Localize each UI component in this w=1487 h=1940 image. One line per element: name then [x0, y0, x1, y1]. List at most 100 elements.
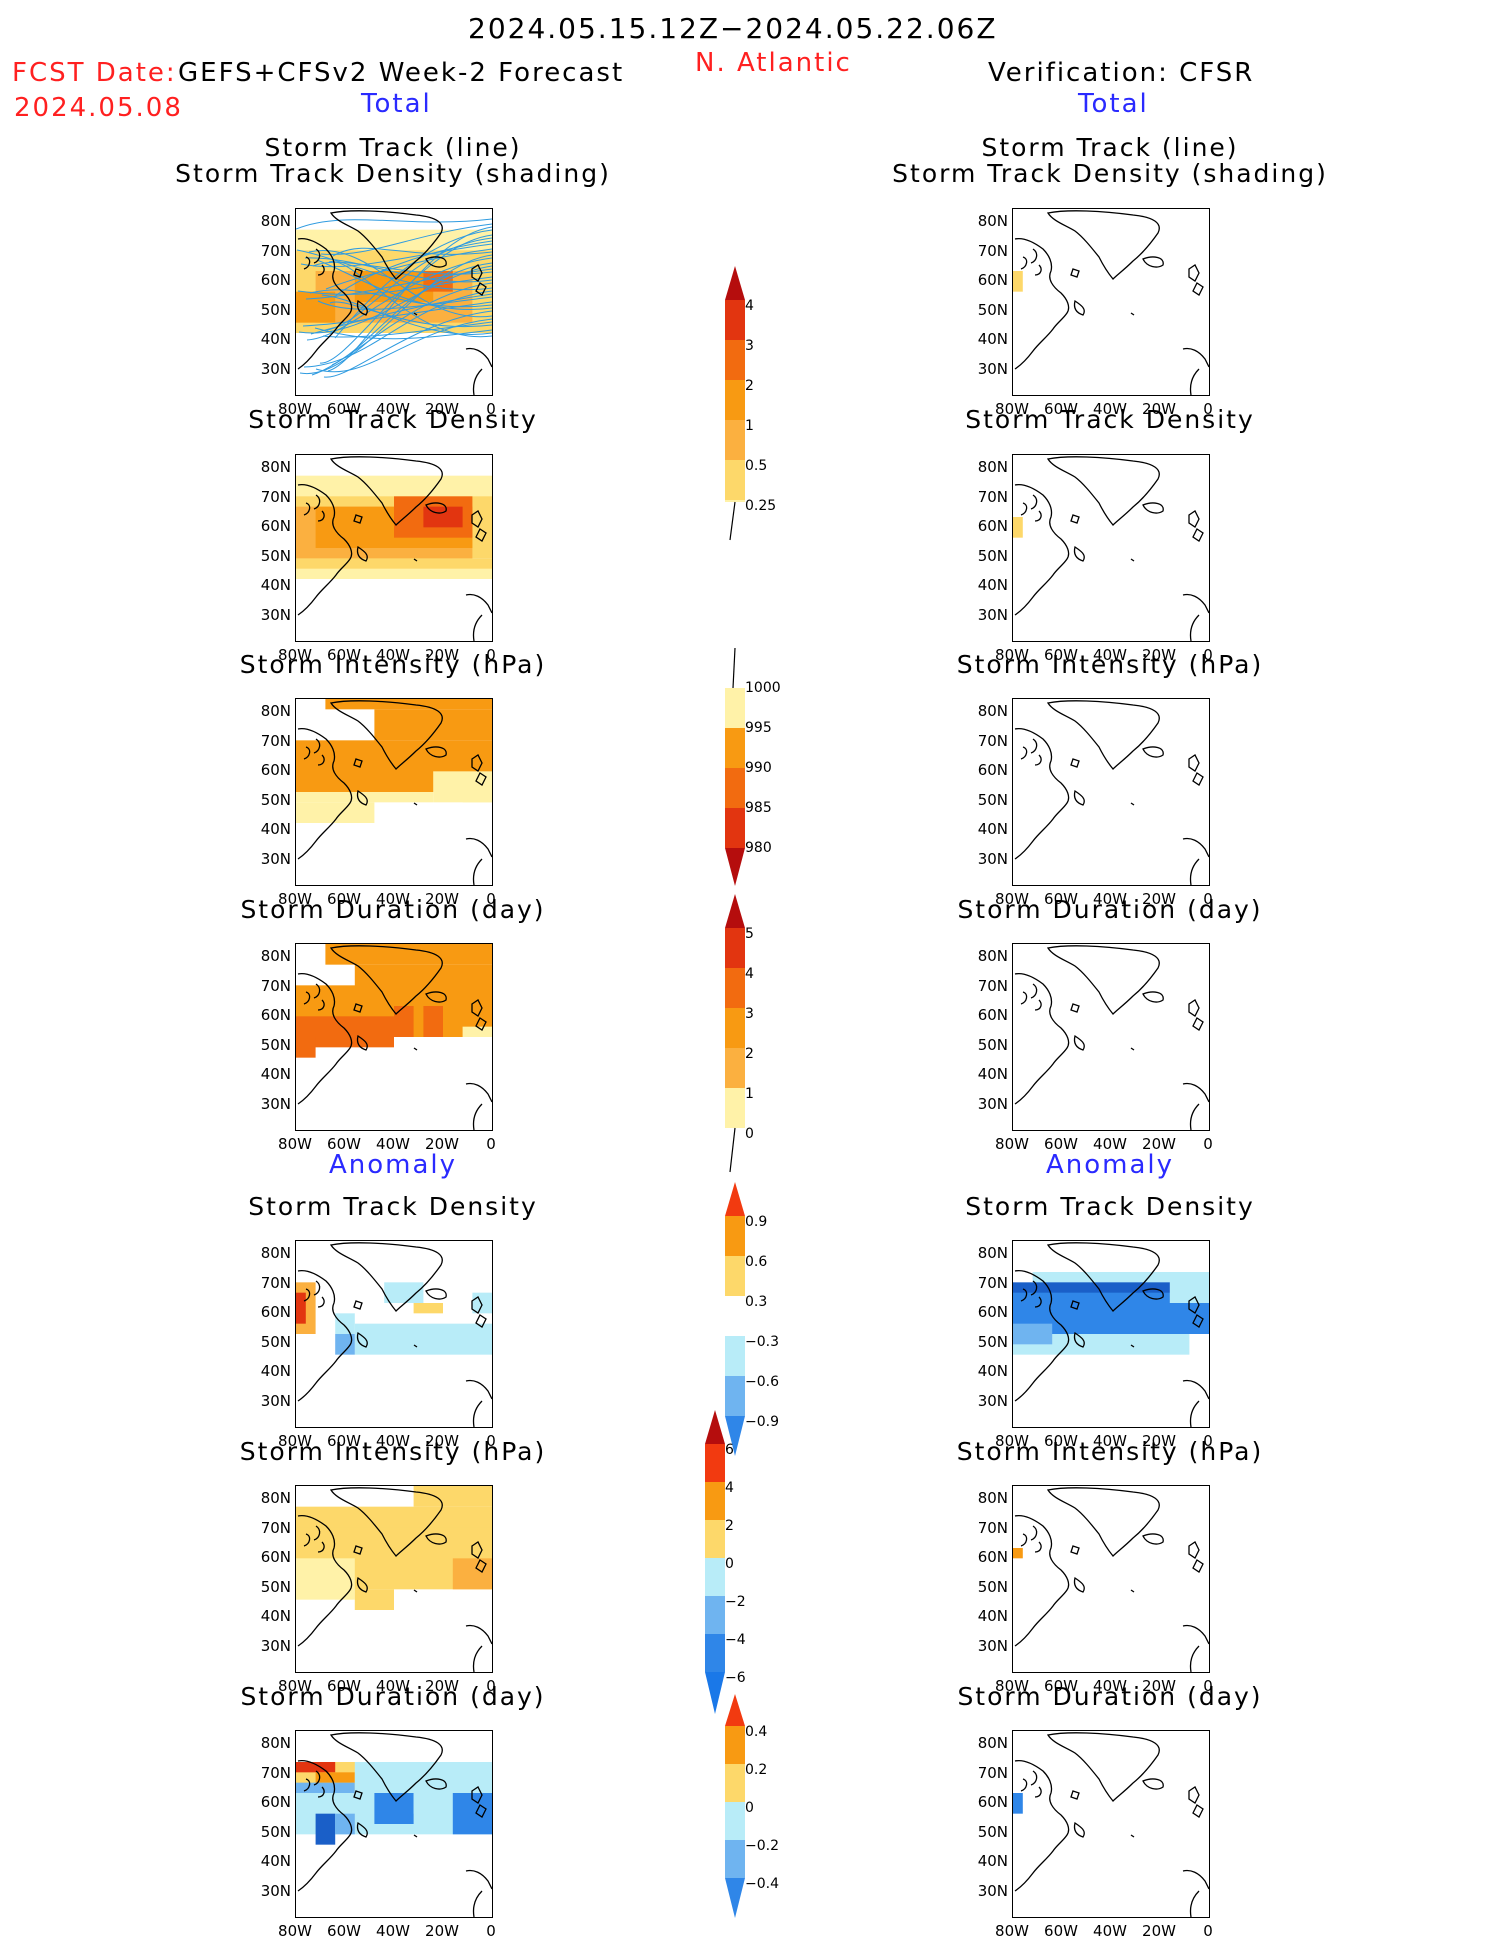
- lat-tick-label: 50N: [977, 546, 1008, 565]
- coastline: [297, 210, 492, 395]
- lat-tick-label: 60N: [260, 1303, 291, 1321]
- map-panel-R1: [1012, 454, 1210, 642]
- lat-tick-label: 60N: [260, 1548, 291, 1566]
- lat-tick-label: 50N: [260, 1332, 291, 1351]
- lat-tick-label: 70N: [260, 1763, 291, 1782]
- lat-tick-label: 50N: [977, 1332, 1008, 1351]
- lat-tick-label: 30N: [977, 1881, 1008, 1900]
- lat-tick-label: 40N: [977, 330, 1008, 348]
- lat-tick-label: 60N: [260, 1793, 291, 1811]
- fcst-date-label: FCST Date:: [12, 58, 177, 88]
- lon-tick-label: 80W: [278, 1677, 312, 1695]
- lat-tick-label: 70N: [260, 1518, 291, 1537]
- map-panel-L1: [295, 454, 493, 642]
- lat-tick-label: 50N: [977, 1822, 1008, 1841]
- lon-tick-label: 80W: [995, 1432, 1029, 1450]
- lon-tick-label: 40W: [1093, 1677, 1127, 1695]
- lon-tick-label: 0: [486, 1677, 496, 1695]
- lat-tick-label: 30N: [260, 1636, 291, 1655]
- lat-tick-label: 80N: [260, 1734, 291, 1752]
- colorbar-tick-label: −0.4: [745, 1876, 779, 1892]
- coastline: [1014, 1242, 1209, 1427]
- left-p1-title-shading: Storm Track Density (shading): [175, 159, 611, 188]
- lat-tick-label: 70N: [260, 731, 291, 750]
- lat-tick-label: 30N: [977, 1391, 1008, 1410]
- right-p3-title: Storm Intensity (hPa): [956, 650, 1264, 679]
- lat-tick-label: 70N: [977, 241, 1008, 260]
- lon-tick-label: 40W: [376, 1432, 410, 1450]
- lon-tick-label: 60W: [327, 400, 361, 418]
- lon-tick-label: 80W: [278, 1135, 312, 1153]
- lat-tick-label: 80N: [977, 947, 1008, 965]
- colorbar-density-total: [720, 262, 810, 542]
- lon-tick-label: 80W: [278, 400, 312, 418]
- colorbar-tick-label: 0.9: [745, 1214, 768, 1230]
- lat-tick-label: 50N: [977, 1577, 1008, 1596]
- lon-tick-label: 20W: [425, 400, 459, 418]
- colorbar-tick-label: 0: [745, 1126, 754, 1142]
- lon-tick-label: 20W: [1142, 890, 1176, 908]
- lat-tick-label: 60N: [260, 271, 291, 289]
- lon-tick-label: 0: [1203, 646, 1213, 664]
- lat-tick-label: 40N: [260, 330, 291, 348]
- left-p1-title-line: Storm Track (line): [264, 133, 522, 162]
- lat-tick-label: 30N: [260, 1094, 291, 1113]
- lat-tick-label: 30N: [977, 1094, 1008, 1113]
- lon-tick-label: 40W: [376, 646, 410, 664]
- lat-tick-label: 70N: [260, 1273, 291, 1292]
- lat-tick-label: 40N: [260, 1852, 291, 1870]
- lat-tick-label: 60N: [260, 761, 291, 779]
- lon-tick-label: 0: [486, 1135, 496, 1153]
- lat-tick-label: 70N: [260, 487, 291, 506]
- lat-tick-label: 80N: [977, 1244, 1008, 1262]
- lat-tick-label: 30N: [260, 849, 291, 868]
- lon-tick-label: 0: [486, 890, 496, 908]
- map-panel-L4: [295, 1240, 493, 1428]
- left-p3-title: Storm Intensity (hPa): [239, 650, 547, 679]
- colorbar-tick-label: 5: [745, 926, 754, 942]
- colorbar-duration-anom: [720, 1692, 810, 1922]
- lat-tick-label: 30N: [977, 849, 1008, 868]
- lon-tick-label: 60W: [1044, 890, 1078, 908]
- lat-tick-label: 60N: [977, 1548, 1008, 1566]
- left-p5-title: Storm Track Density: [248, 1192, 538, 1221]
- colorbar-tick-label: −2: [725, 1594, 746, 1610]
- lat-tick-label: 70N: [977, 1763, 1008, 1782]
- lat-tick-label: 40N: [977, 576, 1008, 594]
- lat-tick-label: 50N: [260, 1035, 291, 1054]
- lon-tick-label: 80W: [995, 1677, 1029, 1695]
- lat-tick-label: 30N: [260, 605, 291, 624]
- right-p7-title: Storm Duration (day): [957, 1682, 1263, 1711]
- lon-tick-label: 40W: [1093, 890, 1127, 908]
- colorbar-tick-label: 0.2: [745, 1762, 768, 1778]
- lat-tick-label: 70N: [977, 487, 1008, 506]
- colorbar-tick-label: −0.6: [745, 1374, 779, 1390]
- lon-tick-label: 40W: [1093, 646, 1127, 664]
- lon-tick-label: 80W: [278, 890, 312, 908]
- map-panel-R6: [1012, 1730, 1210, 1918]
- colorbar-tick-label: −0.3: [745, 1334, 779, 1350]
- lat-tick-label: 80N: [260, 947, 291, 965]
- lat-tick-label: 50N: [260, 300, 291, 319]
- lat-tick-label: 50N: [977, 790, 1008, 809]
- left-p2-title: Storm Track Density: [248, 405, 538, 434]
- lat-tick-label: 40N: [260, 1607, 291, 1625]
- forecast-period-title: 2024.05.15.12Z−2024.05.22.06Z: [468, 12, 998, 45]
- lon-tick-label: 40W: [1093, 400, 1127, 418]
- colorbar-duration-total: [720, 890, 810, 1175]
- map-panel-R2: [1012, 698, 1210, 886]
- lat-tick-label: 60N: [977, 1793, 1008, 1811]
- lon-tick-label: 20W: [425, 890, 459, 908]
- lat-tick-label: 80N: [977, 212, 1008, 230]
- colorbar-tick-label: 0.4: [745, 1724, 768, 1740]
- lat-tick-label: 60N: [260, 1006, 291, 1024]
- left-p6-title: Storm Intensity (hPa): [239, 1437, 547, 1466]
- fcst-date-value: 2024.05.08: [14, 93, 183, 123]
- lon-tick-label: 40W: [376, 890, 410, 908]
- lat-tick-label: 60N: [977, 761, 1008, 779]
- lat-tick-label: 60N: [977, 271, 1008, 289]
- colorbar-tick-label: 1: [745, 418, 754, 434]
- lon-tick-label: 60W: [1044, 400, 1078, 418]
- lat-tick-label: 50N: [977, 300, 1008, 319]
- section-anomaly-right: Anomaly: [1045, 1150, 1175, 1180]
